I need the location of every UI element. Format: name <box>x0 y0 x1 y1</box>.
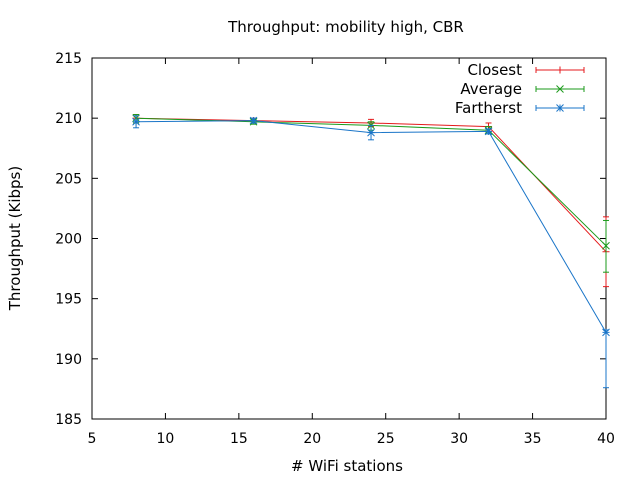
series-closest <box>132 114 610 288</box>
series-line-fartherst <box>136 120 607 333</box>
data-point-fartherst-d2 <box>484 127 493 136</box>
legend-label-closest: Closest <box>467 61 522 79</box>
chart-title: Throughput: mobility high, CBR <box>227 18 464 36</box>
legend-item-average: Average <box>460 80 585 98</box>
x-tick-label: 35 <box>524 431 542 447</box>
data-point-fartherst <box>367 128 375 137</box>
x-tick-label: 40 <box>597 431 615 447</box>
data-point-fartherst <box>132 117 140 126</box>
legend-item-closest: Closest <box>467 61 585 79</box>
y-tick-label: 215 <box>55 51 82 67</box>
data-point-fartherst <box>249 116 258 125</box>
plot-area: 5 10 15 20 25 30 35 40 185 190 195 200 205 210 215 <box>55 51 615 447</box>
legend-marker-average <box>556 85 564 93</box>
data-point-average-d2 <box>602 241 610 250</box>
x-tick-label: 15 <box>230 431 248 447</box>
legend-label-average: Average <box>460 80 522 98</box>
x-tick-label: 30 <box>450 431 468 447</box>
data-point-fartherst-d2 <box>132 117 140 126</box>
data-point-fartherst-d2 <box>367 128 375 137</box>
x-axis-label: # WiFi stations <box>291 457 403 475</box>
series-layer <box>132 114 610 389</box>
legend-marker-closest <box>556 66 564 74</box>
y-tick-label: 200 <box>55 232 82 248</box>
legend-marker-fartherst <box>556 104 564 112</box>
plot-frame <box>91 57 607 420</box>
x-tick-label: 25 <box>377 431 395 447</box>
legend-item-fartherst: Fartherst <box>455 99 585 117</box>
data-point-average <box>602 241 610 250</box>
y-tick-label: 185 <box>55 412 82 428</box>
y-tick-label: 195 <box>55 292 82 308</box>
legend-label-fartherst: Fartherst <box>455 99 522 117</box>
data-point-fartherst-d2 <box>249 116 258 125</box>
x-tick-label: 10 <box>157 431 175 447</box>
x-tick-label: 20 <box>303 431 321 447</box>
data-point-fartherst <box>484 127 493 136</box>
legend-marker-fartherst-d2 <box>556 104 564 112</box>
x-tick-label: 5 <box>88 431 97 447</box>
series-fartherst <box>132 115 610 389</box>
y-tick-label: 210 <box>55 111 82 127</box>
y-tick-label: 205 <box>55 171 82 187</box>
legend-marker-average-d2 <box>556 85 564 93</box>
y-tick-label: 190 <box>55 352 82 368</box>
data-point-fartherst-d2 <box>602 328 610 337</box>
y-axis-label: Throughput (Kibps) <box>6 166 24 311</box>
data-point-fartherst <box>602 328 610 337</box>
